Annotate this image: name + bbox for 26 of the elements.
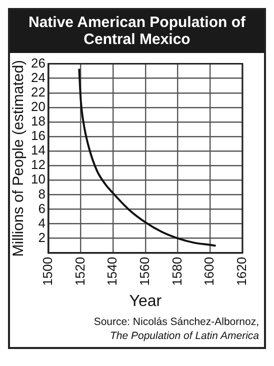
x-tick-label: 1560 bbox=[137, 256, 152, 286]
text: The Population of Latin America bbox=[108, 329, 259, 343]
y-tick-label: 22 bbox=[30, 84, 46, 100]
y-tick-label: 2 bbox=[38, 230, 46, 245]
y-tick-label: 20 bbox=[30, 99, 46, 114]
y-tick-label: 10 bbox=[30, 172, 46, 187]
y-tick-label: 16 bbox=[30, 128, 46, 144]
y-tick-label: 6 bbox=[38, 200, 46, 216]
y-tick-label: 4 bbox=[38, 215, 46, 230]
source-note: Source: Nicolás Sánchez-Albornoz, bbox=[92, 315, 259, 329]
x-tick-label: 1620 bbox=[234, 256, 249, 286]
y-tick-label: 8 bbox=[38, 186, 46, 202]
y-tick-label: 18 bbox=[30, 114, 46, 129]
x-tick-label: 1540 bbox=[104, 256, 120, 286]
x-axis-title: Year bbox=[129, 292, 162, 310]
y-tick-label: 24 bbox=[30, 70, 46, 85]
y-tick-label: 14 bbox=[30, 142, 46, 158]
y-tick-label: 26 bbox=[30, 55, 46, 70]
x-tick-label: 1520 bbox=[72, 256, 88, 286]
x-tick-label: 1580 bbox=[169, 256, 184, 286]
x-tick-label: 1600 bbox=[202, 256, 217, 286]
x-tick-label: 1500 bbox=[40, 256, 56, 286]
y-tick-label: 12 bbox=[30, 157, 46, 172]
line-series bbox=[78, 68, 216, 247]
y-axis-title: Millions of People (estimated) bbox=[10, 60, 28, 257]
chart-title: Native American Population of Central Mexico bbox=[10, 10, 264, 53]
